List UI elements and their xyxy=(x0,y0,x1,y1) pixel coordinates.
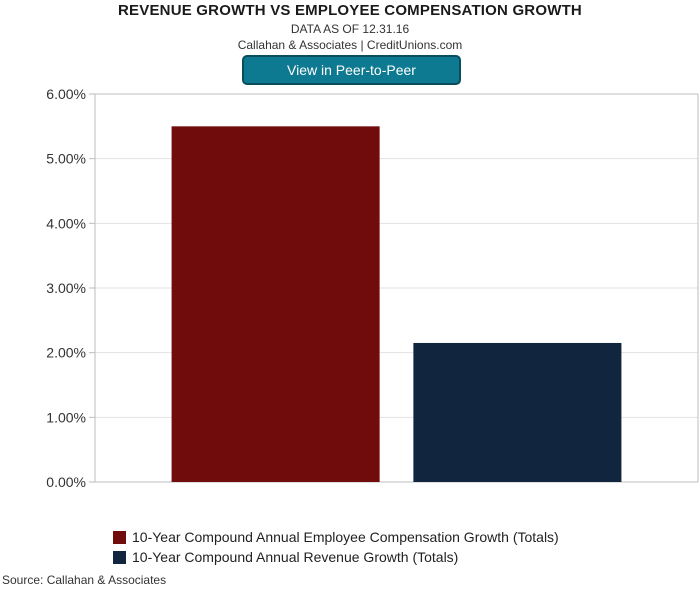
legend-item-compensation[interactable]: 10-Year Compound Annual Employee Compens… xyxy=(113,527,559,547)
legend: 10-Year Compound Annual Employee Compens… xyxy=(113,527,559,567)
bars xyxy=(171,126,622,482)
bar-chart: 0.00% 1.00% 2.00% 3.00% 4.00% 5.00% 6.00% xyxy=(46,86,699,490)
legend-item-revenue[interactable]: 10-Year Compound Annual Revenue Growth (… xyxy=(113,547,559,567)
y-tick-label: 1.00% xyxy=(46,409,86,425)
legend-swatch-revenue xyxy=(113,550,126,564)
y-tick-label: 2.00% xyxy=(46,345,86,361)
legend-swatch-compensation xyxy=(113,530,126,544)
attribution-subtitle: Callahan & Associates | CreditUnions.com xyxy=(237,38,463,52)
bar-employee-compensation-growth[interactable] xyxy=(171,126,380,482)
y-tick-label: 4.00% xyxy=(46,215,86,231)
view-in-peer-to-peer-button[interactable]: View in Peer-to-Peer xyxy=(242,55,461,85)
legend-label-revenue: 10-Year Compound Annual Revenue Growth (… xyxy=(132,549,459,565)
y-tick-label: 3.00% xyxy=(46,280,86,296)
footer-source: Source: Callahan & Associates xyxy=(2,573,167,587)
chart-title: REVENUE GROWTH VS EMPLOYEE COMPENSATION … xyxy=(118,2,582,19)
legend-label-compensation: 10-Year Compound Annual Employee Compens… xyxy=(132,529,559,545)
y-tick-label: 5.00% xyxy=(46,151,86,167)
bar-revenue-growth[interactable] xyxy=(413,342,622,482)
y-tick-labels: 0.00% 1.00% 2.00% 3.00% 4.00% 5.00% 6.00% xyxy=(46,86,86,490)
y-tick-label: 6.00% xyxy=(46,86,86,102)
y-tick-label: 0.00% xyxy=(46,474,86,490)
data-date-subtitle: DATA AS OF 12.31.16 xyxy=(290,22,410,36)
